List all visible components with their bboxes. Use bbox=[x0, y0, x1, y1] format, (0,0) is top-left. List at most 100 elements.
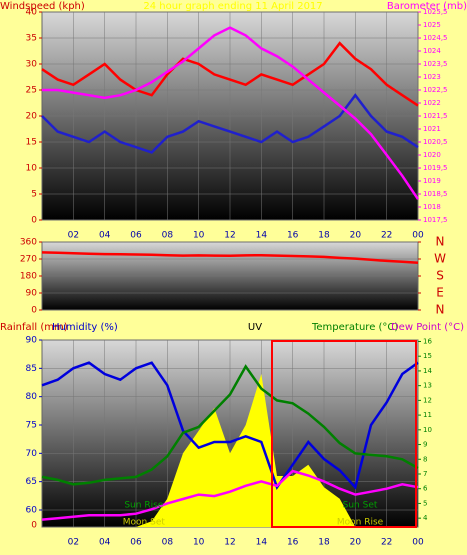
y2-tick-label: 14 bbox=[423, 367, 432, 375]
y2-tick-label: 10 bbox=[423, 426, 432, 434]
y-tick-label: 15 bbox=[26, 138, 37, 148]
x-tick-label: 20 bbox=[350, 538, 362, 548]
x-tick-label: 10 bbox=[193, 231, 205, 241]
x-tick-label: 02 bbox=[68, 538, 79, 548]
line bbox=[41, 364, 419, 486]
y-tick-label: 85 bbox=[26, 364, 37, 374]
y2-tick-label: 1019,5 bbox=[423, 164, 448, 172]
highlight-box bbox=[271, 340, 417, 528]
y2-tick-label: 8 bbox=[423, 455, 427, 463]
y2-tick-label: 5 bbox=[423, 499, 427, 507]
y2-tick-label: E bbox=[436, 286, 444, 300]
y2-tick-label: 13 bbox=[423, 382, 432, 390]
x-tick-label: 16 bbox=[287, 231, 299, 241]
y2-tick-label: N bbox=[436, 303, 445, 317]
x-tick-label: 14 bbox=[256, 231, 268, 241]
x-tick-label: 02 bbox=[68, 231, 79, 241]
y-tick-label: 0 bbox=[31, 306, 37, 316]
y-tick-label: 90 bbox=[26, 289, 38, 299]
annotation: Sun Rise bbox=[124, 501, 163, 511]
x-tick-label: 14 bbox=[256, 538, 268, 548]
axis-label: UV bbox=[248, 322, 262, 333]
line bbox=[42, 26, 420, 200]
y2-tick-label: 11 bbox=[423, 411, 432, 419]
x-tick-label: 20 bbox=[350, 231, 362, 241]
y2-tick-label: 1020 bbox=[423, 151, 441, 159]
axis-label: Windspeed (kph) bbox=[0, 1, 85, 12]
x-tick-label: 18 bbox=[318, 538, 330, 548]
y2-tick-label: 1022 bbox=[423, 99, 441, 107]
line bbox=[41, 361, 419, 491]
y2-tick-label: 1023,5 bbox=[423, 60, 448, 68]
x-tick-label: 00 bbox=[412, 538, 424, 548]
line bbox=[41, 251, 419, 265]
y2-tick-label: 9 bbox=[423, 441, 427, 449]
y-tick-label: 180 bbox=[20, 272, 37, 282]
annotation: Sun Set bbox=[343, 501, 378, 511]
y-tick-label: 20 bbox=[26, 112, 38, 122]
y2-tick-label: 16 bbox=[423, 337, 432, 345]
y2-tick-label: 1020,5 bbox=[423, 138, 448, 146]
y2-tick-label: N bbox=[436, 235, 445, 249]
x-tick-label: 00 bbox=[412, 231, 424, 241]
y2-tick-label: 1018,5 bbox=[423, 190, 448, 198]
y-tick-label: 0 bbox=[31, 216, 37, 226]
x-tick-label: 06 bbox=[130, 231, 142, 241]
axis-label: Barometer (mb) bbox=[387, 1, 467, 12]
y2-tick-label: 4 bbox=[423, 514, 428, 522]
y-tick-label: 70 bbox=[26, 449, 38, 459]
y2-tick-label: 1019 bbox=[423, 177, 441, 185]
y-tick-label: 5 bbox=[31, 190, 37, 200]
y-tick-label: 60 bbox=[26, 506, 38, 516]
axis-label: Temperature (°C) bbox=[311, 322, 398, 333]
line bbox=[41, 41, 419, 107]
y-tick-label: 90 bbox=[26, 336, 38, 346]
y-tick-label: 270 bbox=[20, 255, 37, 265]
rainfall-tick-label: 0 bbox=[31, 521, 37, 531]
y-tick-label: 65 bbox=[26, 477, 37, 487]
x-tick-label: 10 bbox=[193, 538, 205, 548]
y-tick-label: 25 bbox=[26, 86, 37, 96]
x-tick-label: 16 bbox=[287, 538, 299, 548]
annotation: Moon Rise bbox=[337, 518, 384, 528]
axis-label: Humidity (%) bbox=[52, 322, 118, 333]
y2-tick-label: 1024 bbox=[423, 47, 441, 55]
x-tick-label: 06 bbox=[130, 538, 142, 548]
y2-tick-label: 1025,5 bbox=[423, 8, 448, 16]
x-tick-label: 04 bbox=[99, 538, 111, 548]
y2-tick-label: 1017,5 bbox=[423, 216, 448, 224]
y-tick-label: 35 bbox=[26, 34, 37, 44]
line bbox=[41, 93, 419, 154]
x-tick-label: 08 bbox=[162, 538, 174, 548]
axis-label: Dew Point (°C) bbox=[391, 322, 464, 333]
x-tick-label: 12 bbox=[224, 231, 235, 241]
y2-tick-label: 1021,5 bbox=[423, 112, 448, 120]
x-tick-label: 18 bbox=[318, 231, 330, 241]
y2-tick-label: 1018 bbox=[423, 203, 441, 211]
y2-tick-label: 1023 bbox=[423, 73, 441, 81]
x-tick-label: 08 bbox=[162, 231, 174, 241]
x-tick-label: 04 bbox=[99, 231, 111, 241]
annotation: Moon Set bbox=[123, 518, 166, 528]
y-tick-label: 30 bbox=[26, 60, 38, 70]
y-tick-label: 360 bbox=[20, 238, 37, 248]
area bbox=[42, 374, 418, 527]
y2-tick-label: 12 bbox=[423, 396, 432, 404]
y2-tick-label: 6 bbox=[423, 485, 428, 493]
y-tick-label: 10 bbox=[26, 164, 38, 174]
y-tick-label: 75 bbox=[26, 421, 37, 431]
y2-tick-label: S bbox=[436, 269, 444, 283]
y2-tick-label: 1021 bbox=[423, 125, 441, 133]
x-tick-label: 12 bbox=[224, 538, 235, 548]
y2-tick-label: 7 bbox=[423, 470, 427, 478]
x-tick-label: 22 bbox=[381, 538, 392, 548]
x-tick-label: 22 bbox=[381, 231, 392, 241]
y2-tick-label: 1025 bbox=[423, 21, 441, 29]
y2-tick-label: 1024,5 bbox=[423, 34, 448, 42]
y2-tick-label: W bbox=[434, 252, 446, 266]
axis-label: 24 hour graph ending 11 April 2017 bbox=[143, 1, 322, 12]
y2-tick-label: 15 bbox=[423, 352, 432, 360]
line bbox=[41, 469, 419, 521]
y-tick-label: 80 bbox=[26, 392, 38, 402]
